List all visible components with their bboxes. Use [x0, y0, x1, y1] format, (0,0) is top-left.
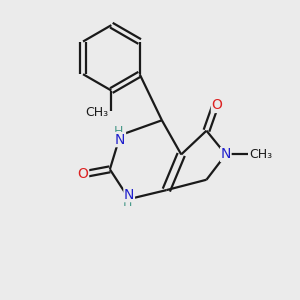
- Text: H: H: [114, 125, 124, 138]
- Text: O: O: [78, 167, 88, 181]
- Text: O: O: [212, 98, 222, 112]
- Text: H: H: [123, 196, 132, 209]
- Text: N: N: [220, 148, 231, 161]
- Text: N: N: [115, 133, 125, 147]
- Text: N: N: [124, 188, 134, 202]
- Text: CH₃: CH₃: [250, 148, 273, 161]
- Text: CH₃: CH₃: [85, 106, 108, 119]
